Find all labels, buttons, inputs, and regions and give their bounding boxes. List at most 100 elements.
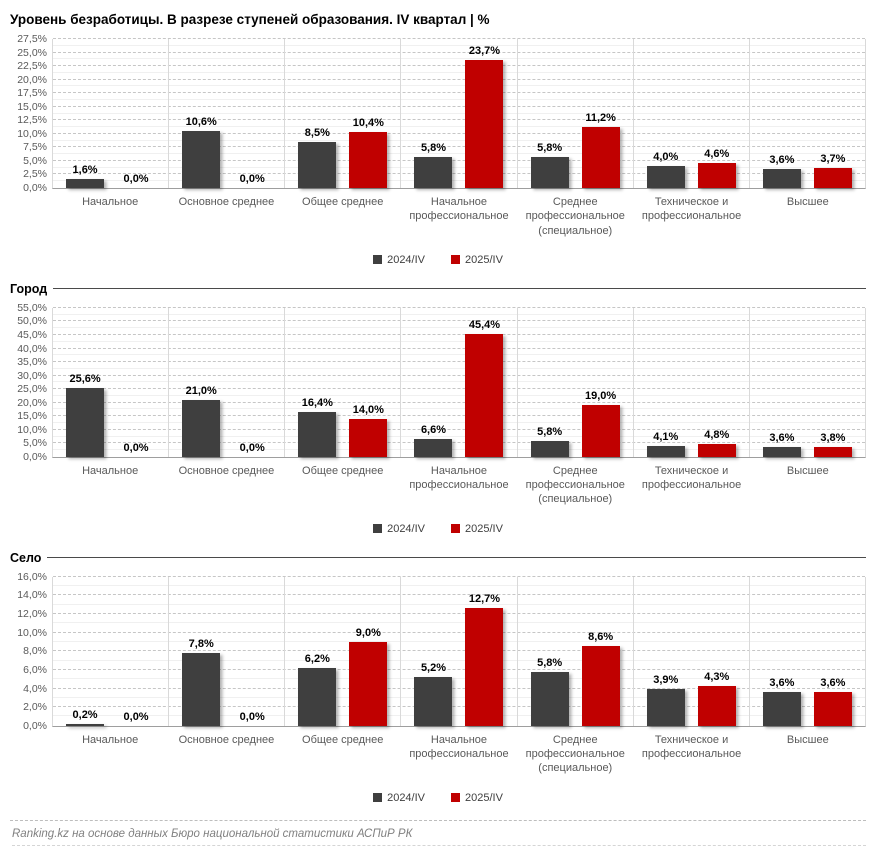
value-label: 3,6% <box>769 432 795 445</box>
major-gridline <box>53 706 865 708</box>
minor-gridline <box>53 58 865 60</box>
chart-village: 0,0% 2,0% 4,0% 6,0% 8,0% 10,0% 12,0% 14,0% 16,0%… <box>10 571 866 812</box>
y-tick-label: 27,5% <box>17 33 47 45</box>
bar-2024-iv <box>646 166 685 188</box>
value-label: 16,4% <box>301 397 333 410</box>
y-tick-label: 2,5% <box>23 168 47 181</box>
minor-gridline <box>53 340 865 342</box>
y-tick-label: 50,0% <box>17 315 47 328</box>
bar-group-2024-iv: 21,0% <box>182 308 221 457</box>
bar-2024-iv <box>530 441 569 457</box>
category-label: Начальное <box>82 196 139 208</box>
value-label: 8,6% <box>588 630 614 643</box>
bar-2025-iv <box>349 418 388 457</box>
bar-2024-iv <box>66 723 105 726</box>
bar-2024-iv <box>414 156 453 188</box>
category-cell: 25,6% 0,0% <box>53 307 170 457</box>
bar-group-2024-iv: 0,2% <box>66 577 105 726</box>
bar-group-2025-iv: 3,8% <box>813 308 852 457</box>
category-cell: 3,6% 3,8% <box>750 308 865 457</box>
legend-swatch <box>451 255 460 265</box>
minor-gridline <box>53 640 865 642</box>
value-label: 4,8% <box>704 428 730 441</box>
major-gridline <box>53 333 865 335</box>
value-label: 3,6% <box>820 677 846 690</box>
y-tick-label: 15,0% <box>17 410 47 423</box>
minor-gridline <box>53 71 865 73</box>
minor-gridline <box>53 659 865 661</box>
value-label: 9,0% <box>355 626 381 639</box>
bar-group-2025-iv: 0,0% <box>117 308 155 457</box>
category-cell: 3,6% 3,6% <box>750 577 865 726</box>
category-cells: 0,2% 0,0% 7,8% 0,0% 6,2% 9,0% 5,2% 12,7% 5,8% 8,6… <box>53 576 865 726</box>
value-label: 25,6% <box>69 372 101 385</box>
major-gridline <box>53 374 865 376</box>
y-tick-label: 5,0% <box>23 437 47 450</box>
bar-group-2024-iv: 3,9% <box>646 577 685 726</box>
y-tick-label: 10,0% <box>17 423 47 436</box>
minor-gridline <box>53 408 865 410</box>
legend-swatch <box>373 524 383 534</box>
minor-gridline <box>53 435 865 437</box>
section-header-city: Город <box>10 282 866 296</box>
value-label: 4,6% <box>704 148 730 161</box>
minor-gridline <box>53 354 865 356</box>
bar-2025-iv <box>581 645 620 726</box>
category-cell: 7,8% 0,0% <box>169 576 286 726</box>
y-tick-label: 0,0% <box>23 450 47 463</box>
chart-area: 0,0% 2,0% 4,0% 6,0% 8,0% 10,0% 12,0% 14,0% 16,0%… <box>10 571 866 732</box>
y-tick-label: 10,0% <box>17 127 47 140</box>
minor-gridline <box>53 98 865 100</box>
bar-group-2024-iv: 8,5% <box>298 39 337 188</box>
section-divider-line <box>47 557 866 559</box>
bar-2024-iv <box>646 445 685 457</box>
major-gridline <box>53 132 865 134</box>
chart-republic: 0,0% 2,5% 5,0% 7,5% 10,0% 12,5% 15,0% 17,5% 20,0… <box>10 33 866 274</box>
bar-2024-iv <box>298 412 337 457</box>
page-title: Уровень безработицы. В разрезе ступеней … <box>10 12 490 27</box>
bar-2025-iv <box>813 167 852 188</box>
bar-2025-iv <box>349 131 388 188</box>
legend-item: 2024/IV <box>373 792 425 804</box>
minor-gridline <box>53 126 865 128</box>
bar-2024-iv <box>646 689 685 726</box>
y-tick-label: 10,0% <box>17 626 47 639</box>
bar-group-2025-iv: 9,0% <box>349 577 388 726</box>
category-cell: 6,6% 45,4% <box>401 307 518 457</box>
bar-2025-iv <box>465 59 504 188</box>
legend-label: 2025/IV <box>465 522 503 535</box>
category-label: Высшее <box>786 733 829 746</box>
bar-group-2024-iv: 3,6% <box>762 39 801 188</box>
bar-group-2024-iv: 6,6% <box>414 308 453 457</box>
value-label: 5,8% <box>537 656 563 669</box>
category-cell: 8,5% 10,4% <box>285 39 402 188</box>
category-label: Основное среднее <box>178 733 275 746</box>
bar-group-2024-iv: 3,6% <box>762 577 801 726</box>
minor-gridline <box>53 85 865 87</box>
value-label: 7,8% <box>188 638 214 651</box>
bar-2024-iv <box>762 692 801 726</box>
bar-group-2024-iv: 5,8% <box>530 577 569 726</box>
bar-2024-iv <box>530 156 569 188</box>
bar-2025-iv <box>465 333 504 457</box>
value-label: 11,2% <box>585 112 616 125</box>
value-label: 1,6% <box>72 164 98 177</box>
category-cells: 25,6% 0,0% 21,0% 0,0% 16,4% 14,0% 6,6% 45,4% 5,8… <box>53 307 865 457</box>
value-label: 21,0% <box>185 385 217 397</box>
y-tick-label: 12,5% <box>17 114 47 127</box>
major-gridline <box>53 594 865 596</box>
bar-2024-iv <box>182 653 221 726</box>
y-tick-label: 14,0% <box>17 589 47 602</box>
category-label: Среднее профессиональное (специальное) <box>525 196 625 237</box>
minor-gridline <box>53 449 865 451</box>
minor-gridline <box>53 696 865 698</box>
major-gridline <box>53 347 865 349</box>
category-label: Общее среднее <box>302 733 384 746</box>
bar-group-2025-iv: 19,0% <box>581 308 620 457</box>
chart-area: 0,0% 2,5% 5,0% 7,5% 10,0% 12,5% 15,0% 17,5% 20,0… <box>10 33 866 194</box>
minor-gridline <box>53 153 865 155</box>
category-label: Начальное профессиональное <box>409 464 509 492</box>
category-cell: 10,6% 0,0% <box>169 39 286 188</box>
bar-group-2024-iv: 5,8% <box>414 39 453 188</box>
y-tick-label: 12,0% <box>17 608 47 621</box>
